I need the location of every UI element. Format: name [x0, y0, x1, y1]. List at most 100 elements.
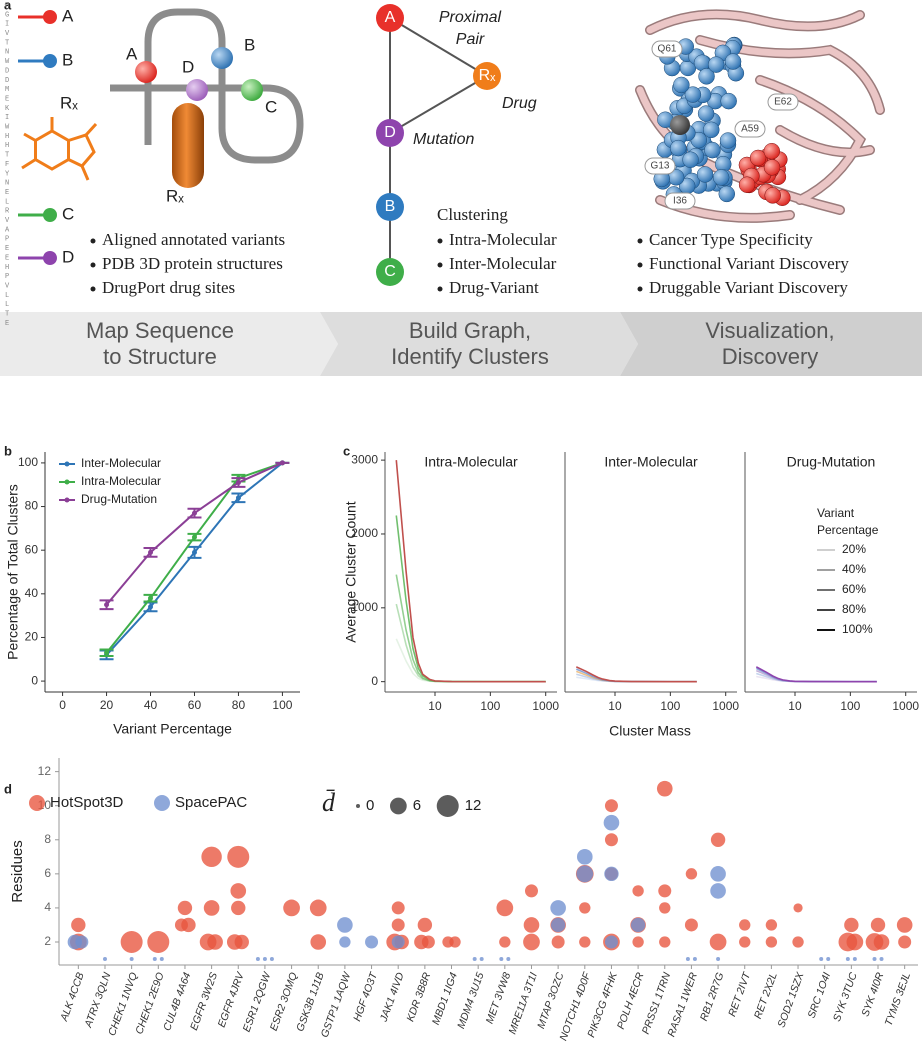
size-legend-symbol: d̄ [322, 788, 336, 817]
bullet [637, 286, 643, 292]
point [104, 602, 110, 608]
bubble [201, 846, 222, 868]
x-tick-label: 1000 [532, 699, 559, 713]
y-tick-label: 8 [44, 832, 51, 846]
y-tick-label: 2 [44, 934, 51, 948]
x-tick-label: 1000 [712, 699, 739, 713]
bubble [692, 957, 697, 962]
bubble [576, 865, 594, 883]
bubble [604, 833, 618, 847]
step-label: to Structure [103, 344, 217, 369]
facet-title: Drug-Mutation [787, 454, 876, 470]
atom-sphere [749, 149, 767, 167]
x-tick-label: 40 [144, 698, 158, 712]
x-tick-label: 100 [272, 698, 292, 712]
series-line [395, 460, 546, 683]
x-tick-label: CUL4B 4A64 [161, 971, 193, 1033]
bubble [181, 917, 196, 933]
bubble [896, 917, 913, 933]
bubble [417, 917, 433, 933]
atom-sphere [718, 185, 736, 203]
graph-node [376, 119, 404, 147]
bubble [391, 935, 405, 949]
step-label: Visualization, [705, 318, 834, 343]
panel-label: c [343, 443, 350, 458]
bubble [604, 799, 618, 813]
bubble [177, 900, 193, 916]
annotation: Drug [502, 95, 537, 112]
atom-sphere [707, 56, 725, 73]
x-tick-label: MET 3VW8 [484, 971, 514, 1026]
legend-label: D [62, 247, 74, 266]
atom-sphere [712, 169, 730, 186]
bubble [310, 934, 327, 950]
bullet [90, 262, 96, 268]
atom-sphere [704, 141, 721, 159]
atom-sphere [763, 159, 781, 176]
step-label: Discovery [722, 344, 819, 369]
legend-label: C [62, 204, 74, 223]
bubble [391, 901, 405, 915]
step-label: Identify Clusters [391, 344, 549, 369]
atom-sphere [738, 176, 756, 193]
sequence: HGIVTNWDDMEKIWHHTFYNELRVAPEEHPVLLTE [3, 2, 11, 329]
bubble [551, 935, 565, 949]
bubble [792, 936, 804, 948]
list-item: Cancer Type Specificity [649, 230, 813, 249]
y-tick-label: 2000 [351, 526, 378, 540]
y-tick-label: 3000 [351, 452, 378, 466]
bubble [159, 957, 164, 962]
point [148, 604, 154, 610]
bubble [449, 936, 461, 948]
residue-label: Q61 [658, 44, 677, 55]
bubble [102, 957, 107, 962]
list-title: Clustering [437, 205, 508, 224]
legend-dot [64, 497, 70, 503]
bubble [685, 868, 698, 880]
y-tick-label: 40 [25, 586, 39, 600]
y-tick-label: 80 [25, 499, 39, 513]
legend-label: Drug-Mutation [81, 492, 157, 506]
x-tick-label: POLH 4ECR [615, 970, 647, 1030]
bubble [523, 917, 540, 933]
list-item: Intra-Molecular [449, 230, 557, 249]
x-tick-label: MDM4 3U15 [455, 971, 486, 1031]
structure-label: B [244, 35, 255, 54]
point [148, 549, 154, 555]
x-tick-label: 100 [840, 699, 860, 713]
bubble [579, 936, 591, 948]
legend-label: SpacePAC [175, 794, 247, 811]
series-line [575, 666, 697, 683]
bubble [227, 845, 250, 868]
structure-label: A [126, 44, 138, 63]
bubble [550, 900, 566, 916]
x-tick-label: 0 [59, 698, 66, 712]
y-tick-label: 1000 [351, 600, 378, 614]
y-tick-label: 12 [38, 764, 52, 778]
bubble [576, 849, 593, 865]
bullet [437, 238, 443, 244]
x-tick-label: JAK1 4IVD [377, 970, 406, 1024]
bubble [579, 902, 591, 914]
bullet [437, 286, 443, 292]
bubble [550, 917, 566, 933]
bubble [499, 957, 504, 962]
bubble [309, 899, 327, 917]
x-tick-label: EGFR 3W2S [188, 971, 220, 1032]
legend-marker [154, 795, 170, 811]
bubble [337, 917, 353, 933]
x-tick-label: SYK 3TUC [831, 970, 860, 1023]
structure-label: C [265, 97, 277, 116]
bubble [234, 934, 249, 950]
bubble [658, 884, 672, 898]
bubble [506, 957, 511, 962]
bubble [684, 918, 698, 932]
size-legend-label: 12 [465, 797, 482, 814]
y-tick-label: 100 [18, 455, 38, 469]
x-tick-label: RET 2IVT [726, 969, 754, 1018]
x-tick-label: ALK 4CCB [58, 971, 87, 1024]
bubble [603, 814, 620, 831]
residue-label: I36 [673, 196, 687, 207]
x-tick-label: MTAP 3OZC [535, 970, 567, 1030]
size-legend-label: 6 [413, 797, 421, 814]
